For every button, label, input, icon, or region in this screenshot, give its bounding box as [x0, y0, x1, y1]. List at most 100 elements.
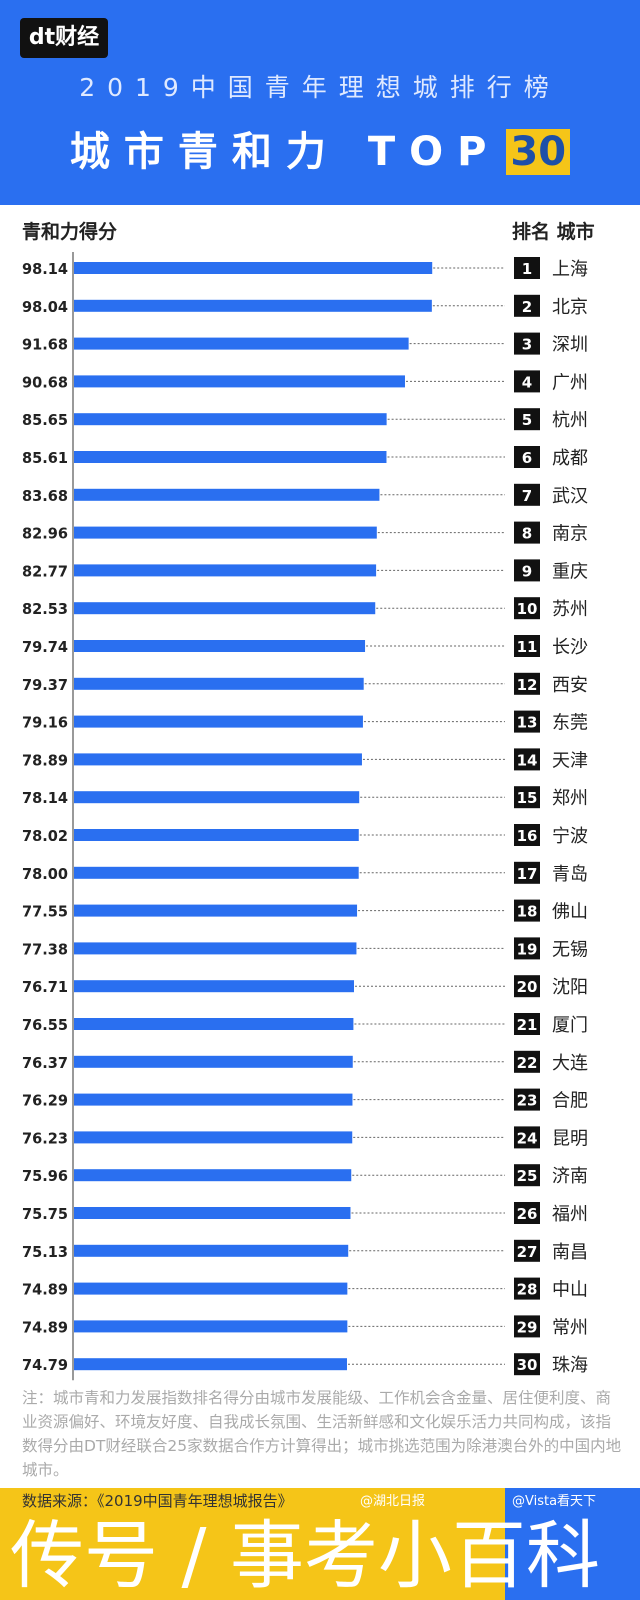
rank-badge — [514, 710, 540, 733]
rank-badge — [514, 521, 540, 544]
city-label: 郑州 — [552, 788, 588, 809]
rank-number: 27 — [517, 1243, 538, 1261]
city-label: 无锡 — [552, 939, 588, 960]
bar — [74, 602, 376, 615]
city-label: 天津 — [552, 750, 588, 771]
rank-badge — [514, 257, 540, 279]
rank-number: 21 — [517, 1016, 538, 1034]
bar — [74, 1358, 347, 1371]
score-label: 83.68 — [22, 487, 68, 505]
rank-number: 5 — [522, 411, 532, 429]
score-label: 90.68 — [22, 373, 68, 391]
rank-badge — [514, 483, 540, 506]
footer-band — [0, 1488, 640, 1600]
city-label: 上海 — [552, 259, 588, 280]
bar — [74, 564, 377, 577]
rank-number: 1 — [522, 260, 532, 278]
score-label: 76.37 — [22, 1054, 68, 1072]
score-label: 82.96 — [22, 525, 68, 543]
rank-number: 6 — [522, 449, 532, 467]
score-label: 98.04 — [22, 298, 68, 316]
score-label: 82.53 — [22, 600, 68, 618]
rank-badge — [514, 672, 540, 695]
rank-badge — [514, 1126, 540, 1149]
city-label: 济南 — [552, 1166, 588, 1187]
city-label: 长沙 — [552, 637, 588, 658]
city-label: 昆明 — [552, 1128, 588, 1149]
bar — [74, 337, 409, 350]
weibo-credit-1: @湖北日报 — [360, 1494, 426, 1509]
bar — [74, 1018, 354, 1030]
rank-number: 19 — [517, 940, 538, 958]
rank-number: 20 — [517, 978, 538, 996]
score-label: 79.37 — [22, 676, 68, 694]
score-label: 74.79 — [22, 1356, 68, 1374]
title-highlight: 30 — [506, 129, 571, 175]
rank-number: 12 — [517, 676, 538, 694]
bar — [74, 1131, 353, 1144]
score-label: 74.89 — [22, 1318, 68, 1336]
bar — [74, 640, 366, 652]
weibo-credit-2: @Vista看天下 — [512, 1494, 597, 1509]
score-label: 78.14 — [22, 789, 68, 807]
score-label: 85.61 — [22, 449, 68, 467]
score-label: 76.55 — [22, 1016, 68, 1034]
rank-number: 13 — [517, 714, 538, 732]
city-label: 常州 — [552, 1317, 588, 1338]
rank-number: 9 — [522, 562, 532, 580]
title-line-2: 城市青和力 TOP 30 — [0, 122, 640, 182]
rank-number: 2 — [522, 298, 532, 316]
rank-badge — [514, 1088, 540, 1111]
footnote: 注：城市青和力发展指数排名得分由城市发展能级、工作机会含金量、居住便利度、商业资… — [22, 1389, 622, 1479]
score-label: 82.77 — [22, 562, 68, 580]
rank-number: 8 — [522, 525, 532, 543]
rank-badge — [514, 635, 540, 657]
bar — [74, 753, 362, 766]
rank-number: 15 — [517, 789, 538, 807]
rank-badge — [514, 899, 540, 922]
city-label: 厦门 — [552, 1015, 588, 1036]
score-label: 75.13 — [22, 1243, 68, 1261]
rank-city-column-header: 排名 城市 — [512, 221, 595, 243]
bar — [74, 829, 359, 841]
score-label: 75.96 — [22, 1167, 68, 1185]
city-label: 佛山 — [552, 902, 588, 923]
score-label: 76.23 — [22, 1129, 68, 1147]
rank-badge — [514, 975, 540, 998]
score-label: 78.02 — [22, 827, 68, 845]
bar — [74, 1169, 352, 1182]
rank-badge — [514, 446, 540, 468]
score-label: 76.71 — [22, 978, 68, 996]
city-label: 沈阳 — [552, 977, 588, 998]
bar — [74, 866, 359, 879]
bar — [74, 1207, 351, 1219]
rank-badge — [514, 1277, 540, 1300]
bar — [74, 451, 387, 463]
score-label: 77.55 — [22, 903, 68, 921]
data-source: 数据来源：《2019中国青年理想城报告》 — [22, 1492, 293, 1510]
score-label: 76.29 — [22, 1092, 68, 1110]
city-label: 西安 — [552, 675, 588, 696]
score-label: 77.38 — [22, 940, 68, 958]
city-label: 成都 — [552, 448, 588, 469]
city-label: 苏州 — [552, 599, 588, 620]
score-label: 78.00 — [22, 865, 68, 883]
rank-badge — [514, 1239, 540, 1262]
bar — [74, 299, 432, 312]
score-label: 85.65 — [22, 411, 68, 429]
city-label: 珠海 — [552, 1355, 588, 1376]
title-line-1: 2019中国青年理想城排行榜 — [79, 73, 561, 102]
city-label: 东莞 — [552, 713, 588, 734]
rank-badge — [514, 1353, 540, 1376]
bar — [74, 904, 358, 917]
rank-number: 4 — [522, 373, 532, 391]
rank-number: 17 — [517, 865, 538, 883]
city-label: 合肥 — [552, 1091, 588, 1112]
header-banner: dt财经 2019中国青年理想城排行榜 城市青和力 TOP 30 — [0, 0, 640, 205]
city-label: 武汉 — [552, 486, 588, 507]
rank-number: 11 — [517, 638, 538, 656]
rank-badge — [514, 1164, 540, 1187]
bar — [74, 791, 360, 804]
rank-badge — [514, 1013, 540, 1035]
bar — [74, 413, 387, 426]
